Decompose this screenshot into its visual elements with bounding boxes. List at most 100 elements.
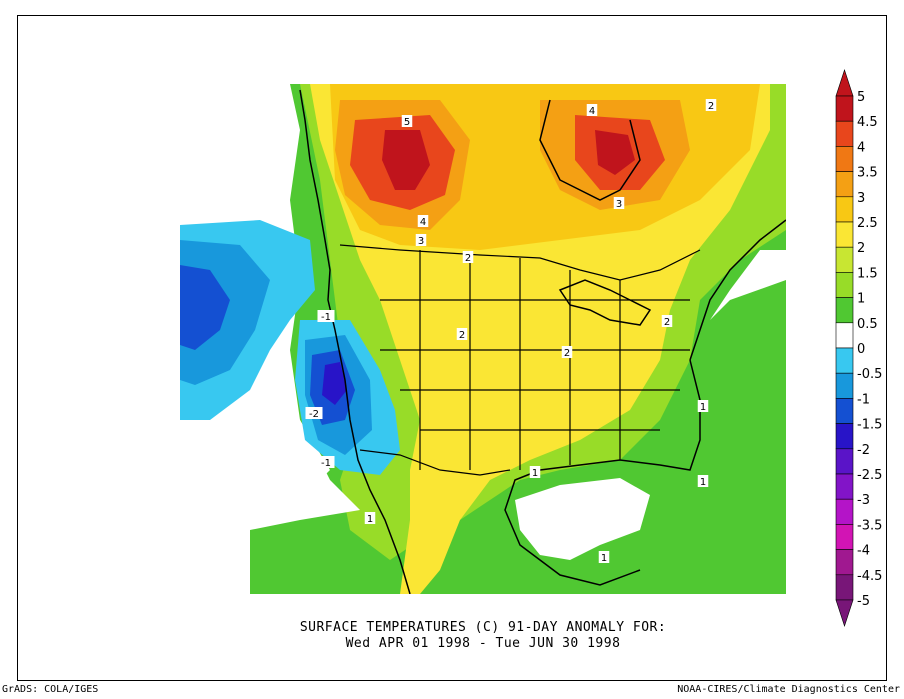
colorbar-swatch (835, 372, 854, 399)
contour-label-box (317, 456, 335, 468)
contour-label: 1 (700, 402, 706, 413)
colorbar-tick-label: -2 (857, 443, 870, 458)
colorbar-swatch (835, 423, 854, 450)
colorbar-tick-label: -3 (857, 493, 870, 508)
contour-labels: 5 4 4 3 3 2 2 2 2 2 1 1 1 1 1 -1 -2 -1 (305, 99, 717, 564)
contour-label-box (305, 407, 323, 419)
fill-region-red-west (382, 130, 430, 190)
contour-label: 3 (616, 199, 622, 210)
contour-label: 4 (420, 217, 426, 228)
contour-label: 5 (404, 117, 410, 128)
contour-label: 1 (700, 477, 706, 488)
contour-label: 1 (532, 468, 538, 479)
great-lakes (558, 279, 652, 326)
colorbar-swatch (835, 297, 854, 324)
fill-region-white-atlantic (700, 250, 786, 330)
colorbar-swatch (835, 524, 854, 550)
footer-credit-right: NOAA-CIRES/Climate Diagnostics Center (677, 684, 900, 695)
contour-label: 2 (465, 253, 471, 264)
contour-label: 2 (664, 317, 670, 328)
coastline-northeast (689, 219, 786, 361)
colorbar-swatch (835, 171, 854, 198)
fill-region-indigo-coast (322, 362, 347, 405)
fill-region-red-east (595, 130, 635, 175)
anomaly-fills (180, 84, 786, 594)
colorbar-tick-label: 2.5 (857, 216, 878, 231)
colorbar-swatch (835, 498, 854, 525)
colorbar-tick-label: 4 (857, 140, 865, 155)
footer-credit-left: GrADS: COLA/IGES (2, 684, 99, 695)
coastlines (299, 89, 786, 594)
contour-label: -1 (321, 312, 331, 323)
contour-label: 2 (708, 101, 714, 112)
colorbar-tick-label: 0.5 (857, 317, 878, 332)
colorbar-swatch (835, 574, 854, 601)
colorbar: 5 4.5 4 3.5 3 2.5 2 1.5 1 0.5 0 -0.5 -1 -1.5 -2 -2.5 -3 -… (835, 69, 882, 627)
map-title-line1: SURFACE TEMPERATURES (C) 91-DAY ANOMALY … (299, 620, 667, 635)
fill-region-white-gulf (515, 478, 650, 560)
colorbar-tick-label: 5 (857, 90, 865, 105)
contour-label: 4 (589, 106, 595, 117)
political-borders (339, 244, 701, 476)
colorbar-swatch (835, 146, 854, 172)
colorbar-tick-label: -2.5 (857, 468, 882, 483)
contour-label: 3 (418, 236, 424, 247)
contour-label: -1 (321, 458, 331, 469)
contour-label-box (456, 328, 468, 340)
contour-label-box (401, 115, 413, 127)
colorbar-swatch (835, 95, 854, 122)
contour-label: 2 (459, 330, 465, 341)
colorbar-tick-label: 2 (857, 241, 865, 256)
colorbar-tick-label: -5 (857, 594, 870, 609)
contour-label-box (697, 475, 709, 487)
colorbar-tick-label: 1 (857, 292, 865, 307)
colorbar-tick-label: -4.5 (857, 569, 882, 584)
contour-label: 1 (367, 514, 373, 525)
state-grid-b (419, 250, 621, 470)
contour-label-box (462, 251, 474, 263)
coastline-west (299, 89, 411, 594)
contour-label: -2 (309, 409, 319, 420)
colorbar-tick-label: 3.5 (857, 166, 878, 181)
colorbar-swatch (835, 120, 854, 147)
contour-label: 1 (601, 553, 607, 564)
colorbar-bottom-arrow (835, 599, 854, 627)
contour-label-box (661, 315, 673, 327)
state-grid-a (380, 299, 690, 431)
contour-label-box (613, 197, 625, 209)
colorbar-tick-label: 0 (857, 342, 865, 357)
border-us-mexico (359, 449, 511, 476)
colorbar-swatch (835, 272, 854, 298)
border-us-canada (339, 244, 701, 281)
contour-label: 2 (564, 348, 570, 359)
colorbar-tick-label: -1.5 (857, 418, 882, 433)
contour-label-box (598, 551, 610, 563)
colorbar-top-arrow (835, 69, 854, 97)
contour-label-box (697, 400, 709, 412)
contour-label-box (529, 466, 541, 478)
plot-frame (17, 15, 887, 681)
colorbar-tick-label: -0.5 (857, 367, 882, 382)
colorbar-swatch (835, 398, 854, 424)
contour-label-box (586, 104, 598, 116)
colorbar-tick-label: 4.5 (857, 115, 878, 130)
contour-label-box (417, 215, 429, 227)
colorbar-tick-label: -4 (857, 544, 870, 559)
colorbar-swatch (835, 347, 854, 374)
colorbar-tick-label: -3.5 (857, 518, 882, 533)
contour-label-box (705, 99, 717, 111)
fill-region-darkblue-west (180, 265, 230, 350)
colorbar-swatch (835, 549, 854, 576)
contour-label-box (415, 234, 427, 246)
coastline-gulf (504, 359, 701, 586)
hudson-bay (539, 99, 641, 201)
contour-label-box (561, 346, 573, 358)
colorbar-swatch (835, 246, 854, 273)
colorbar-tick-label: 1.5 (857, 266, 878, 281)
colorbar-swatch (835, 473, 854, 500)
colorbar-tick-label: -1 (857, 392, 870, 407)
colorbar-tick-label: 3 (857, 191, 865, 206)
map-title-line2: Wed APR 01 1998 - Tue JUN 30 1998 (345, 636, 621, 651)
colorbar-swatch (835, 322, 854, 349)
